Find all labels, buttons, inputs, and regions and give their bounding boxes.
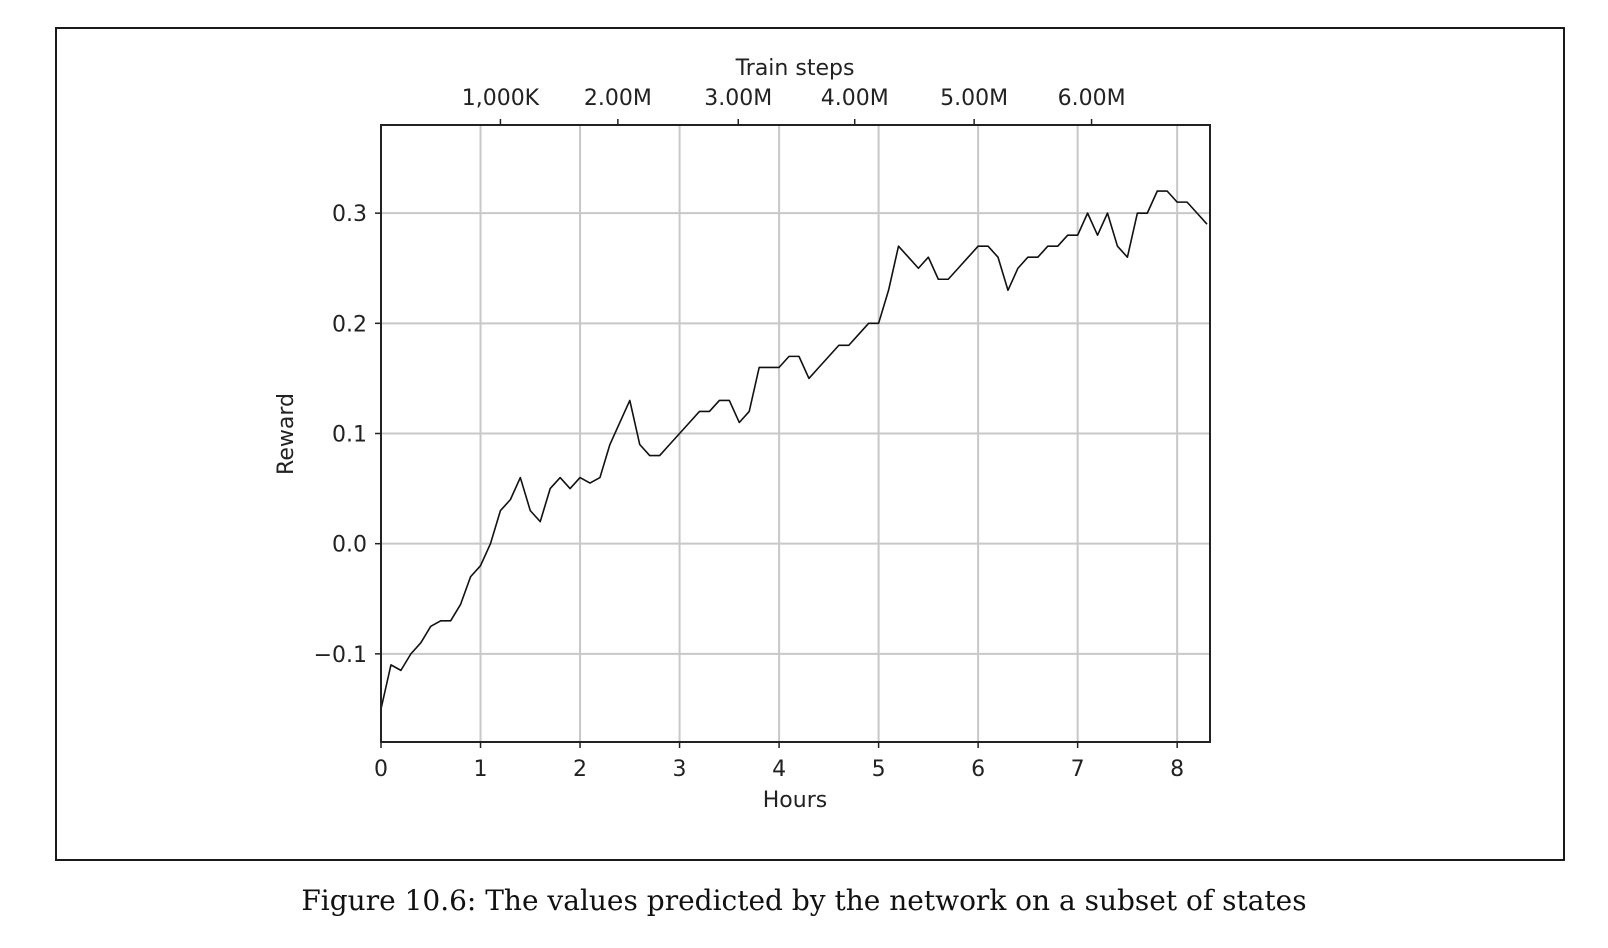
axes: 0 1 2 3 4 5 6 7 8 −0.1 0.0 0.1 0.2 0.3 1,000K 2.00M 3.00…	[314, 86, 1211, 782]
figure-frame: 0 1 2 3 4 5 6 7 8 −0.1 0.0 0.1 0.2 0.3 1,000K 2.00M 3.00…	[55, 27, 1565, 861]
y-tick-label: 0.0	[332, 533, 367, 558]
top-tick-label: 4.00M	[821, 86, 889, 111]
y-axis-title: Reward	[274, 393, 299, 475]
series-layer	[380, 190, 1208, 710]
x-tick-label: 3	[673, 757, 687, 782]
x-tick-label: 2	[573, 757, 587, 782]
x-tick-label: 5	[872, 757, 886, 782]
y-tick-label: 0.3	[332, 202, 367, 227]
reward-line-chart: 0 1 2 3 4 5 6 7 8 −0.1 0.0 0.1 0.2 0.3 1,000K 2.00M 3.00…	[274, 56, 1211, 813]
figure-caption: Figure 10.6: The values predicted by the…	[301, 884, 1307, 917]
x-axis-title: Hours	[763, 788, 827, 813]
y-tick-label: −0.1	[314, 643, 367, 668]
top-tick-label: 3.00M	[704, 86, 772, 111]
x-tick-label: 8	[1170, 757, 1184, 782]
top-axis-title: Train steps	[735, 56, 855, 81]
x-tick-label: 4	[772, 757, 786, 782]
top-tick-label: 5.00M	[940, 86, 1008, 111]
reward-series-line	[380, 190, 1208, 710]
x-tick-label: 1	[474, 757, 488, 782]
plot-frame	[380, 124, 1211, 743]
top-tick-label: 2.00M	[584, 86, 652, 111]
x-tick-label: 6	[971, 757, 985, 782]
x-tick-label: 0	[374, 757, 388, 782]
top-tick-label: 6.00M	[1058, 86, 1126, 111]
grid-lines	[381, 125, 1210, 742]
x-tick-label: 7	[1071, 757, 1085, 782]
y-tick-label: 0.2	[332, 312, 367, 337]
y-tick-label: 0.1	[332, 423, 367, 448]
top-tick-label: 1,000K	[462, 86, 540, 111]
